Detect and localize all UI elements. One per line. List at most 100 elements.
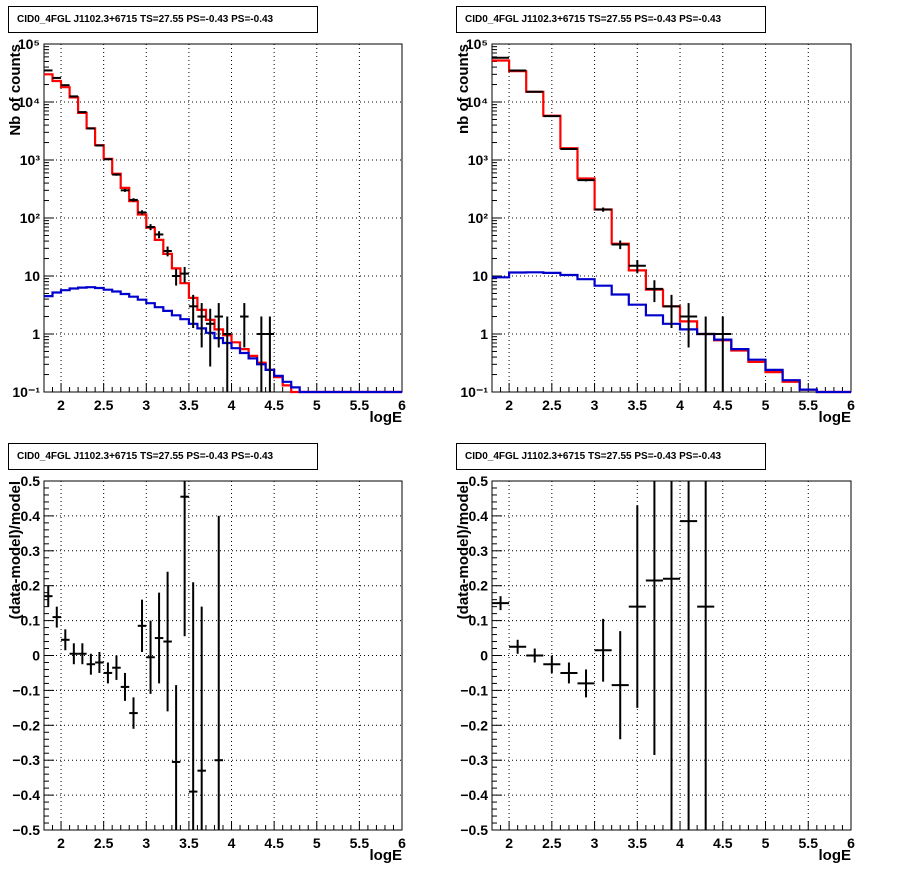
total-model-line <box>44 73 402 394</box>
y-tick-label: 10⁴ <box>466 94 489 110</box>
y-tick-label: −0.3 <box>12 752 40 768</box>
data-point <box>163 246 172 257</box>
y-tick-label: 10³ <box>20 152 41 168</box>
source-model-line <box>492 271 851 394</box>
data-point <box>137 210 147 215</box>
data-point <box>129 697 138 729</box>
x-tick-label: 5.5 <box>799 397 819 413</box>
y-tick-label: 0.2 <box>469 578 489 594</box>
y-tick-label: 0.1 <box>21 613 41 629</box>
data-point <box>103 158 113 161</box>
y-tick-label: 0.3 <box>21 543 41 559</box>
x-tick-label: 6 <box>847 397 855 413</box>
data-point <box>680 481 698 830</box>
data-point <box>594 618 612 682</box>
data-point <box>171 685 181 830</box>
y-tick-label: −0.4 <box>12 787 40 803</box>
x-tick-label: 4 <box>228 397 236 413</box>
data-point <box>95 144 104 147</box>
data-point <box>146 224 155 231</box>
chart-panel-residuals-left: 2 2.5 3 3.5 4 4.5 5 5.5 6 −0.5 −0.4 −0.3 −0.2 −0.1 0 0.… <box>7 473 406 864</box>
x-tick-label: 3.5 <box>179 397 199 413</box>
data-point <box>492 596 510 611</box>
data-point <box>137 599 147 653</box>
x-tick-label: 3 <box>591 835 599 851</box>
data-point <box>103 662 113 684</box>
data-point <box>120 672 130 701</box>
x-axis-label: logE <box>819 847 852 864</box>
data-point <box>645 481 663 755</box>
y-tick-label: 10⁵ <box>466 36 488 52</box>
data-point <box>197 606 206 830</box>
x-tick-label: 4 <box>676 835 684 851</box>
data-point <box>697 481 715 830</box>
x-tick-label: 5 <box>313 397 321 413</box>
data-point <box>78 111 87 114</box>
data-point <box>112 173 121 176</box>
plot-frame <box>491 43 852 393</box>
x-axis-label: logE <box>819 409 852 426</box>
data-point <box>577 178 595 182</box>
data-point <box>86 653 96 675</box>
x-tick-label: 2 <box>505 835 513 851</box>
data-point <box>214 303 223 348</box>
plot-title: CID0_4FGL J1102.3+6715 TS=27.55 PS=-0.43… <box>8 443 318 470</box>
y-tick-label: −0.3 <box>460 752 488 768</box>
y-axis-label: Nb of counts <box>7 44 24 136</box>
data-point <box>188 294 198 329</box>
x-tick-label: 4.5 <box>264 397 284 413</box>
x-tick-label: 3.5 <box>628 835 648 851</box>
y-tick-label: −0.2 <box>460 717 488 733</box>
data-point <box>543 115 561 118</box>
data-point <box>257 316 266 392</box>
data-point <box>628 260 646 274</box>
plot-title: CID0_4FGL J1102.3+6715 TS=27.55 PS=-0.43… <box>456 443 766 470</box>
x-tick-label: 2.5 <box>94 835 114 851</box>
y-tick-label: −0.1 <box>460 682 488 698</box>
x-tick-label: 2 <box>57 397 65 413</box>
data-point <box>188 582 198 830</box>
x-tick-label: 5 <box>762 835 770 851</box>
y-tick-label: 0.2 <box>21 578 41 594</box>
data-point <box>214 515 223 830</box>
x-axis-label: logE <box>370 847 403 864</box>
data-point <box>645 280 663 303</box>
y-tick-label: 0 <box>32 648 40 664</box>
data-point <box>171 269 181 286</box>
y-tick-label: 0.3 <box>469 543 489 559</box>
x-tick-label: 5.5 <box>350 835 370 851</box>
y-tick-label: −0.5 <box>12 822 40 838</box>
data-point <box>61 629 70 651</box>
y-tick-label: 0.1 <box>469 613 489 629</box>
data-point <box>560 147 578 150</box>
y-tick-label: 10 <box>24 268 40 284</box>
x-tick-label: 4.5 <box>264 835 284 851</box>
data-point <box>628 505 646 708</box>
y-tick-label: 10² <box>20 210 41 226</box>
x-tick-label: 4 <box>228 835 236 851</box>
x-tick-label: 5.5 <box>799 835 819 851</box>
data-point <box>146 620 155 694</box>
y-axis-label: nb of counts <box>455 44 472 134</box>
y-tick-label: 0.4 <box>469 508 489 524</box>
data-point <box>129 198 138 202</box>
y-tick-label: −0.5 <box>460 822 488 838</box>
data-point <box>69 643 79 665</box>
y-tick-label: 0 <box>480 648 488 664</box>
x-tick-label: 6 <box>398 835 406 851</box>
y-tick-label: 10⁻¹ <box>460 384 488 400</box>
data-point <box>163 571 172 712</box>
plot-title: CID0_4FGL J1102.3+6715 TS=27.55 PS=-0.43… <box>8 6 318 33</box>
x-tick-label: 2 <box>505 397 513 413</box>
chart-panel-counts-left: 2 2.5 3 3.5 4 4.5 5 5.5 6 10⁻¹ 1 10 10² 10³ 10⁴ 10⁵ logE… <box>7 36 406 426</box>
chart-panel-residuals-right: 2 2.5 3 3.5 4 4.5 5 5.5 6 −0.5 −0.4 −0.3 −0.2 −0.1 0 0.… <box>455 473 855 864</box>
y-tick-label: −0.2 <box>12 717 40 733</box>
source-model-line <box>44 286 402 394</box>
data-point <box>662 294 681 329</box>
data-point <box>180 481 189 637</box>
data-point <box>197 303 206 348</box>
total-model-line <box>492 59 851 394</box>
data-point <box>78 643 87 665</box>
x-axis-label: logE <box>370 409 403 426</box>
